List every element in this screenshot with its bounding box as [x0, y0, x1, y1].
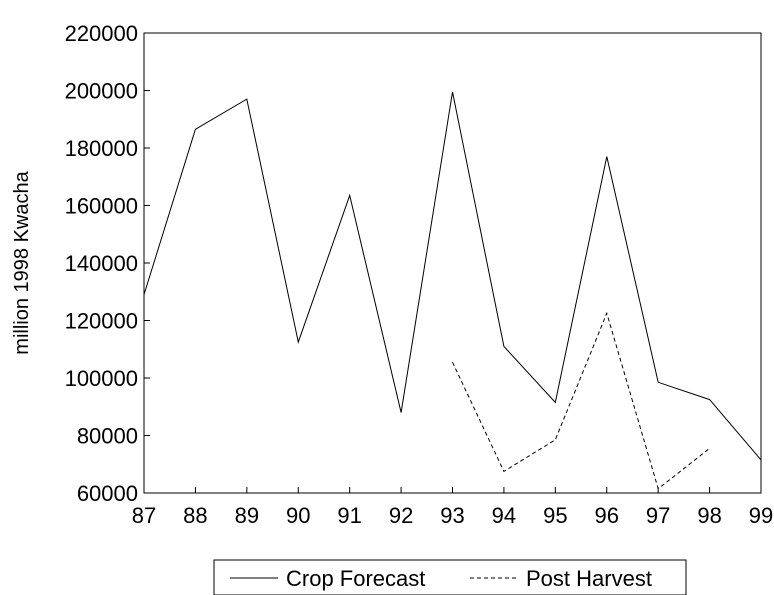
- x-tick-label: 90: [286, 503, 310, 528]
- x-tick-label: 94: [492, 503, 516, 528]
- y-tick-label: 220000: [65, 21, 138, 46]
- series-line-crop-forecast: [143, 91, 762, 461]
- y-tick-label: 200000: [65, 79, 138, 104]
- plot-area: [143, 32, 762, 494]
- x-tick-label: 95: [543, 503, 567, 528]
- y-tick-label: 80000: [77, 424, 138, 449]
- x-tick-label: 88: [183, 503, 207, 528]
- x-tick-label: 91: [337, 503, 361, 528]
- series-layer: [143, 91, 762, 490]
- x-tick-label: 89: [235, 503, 259, 528]
- y-tick-label: 140000: [65, 251, 138, 276]
- y-tick-label: 120000: [65, 309, 138, 334]
- x-tick-label: 96: [595, 503, 619, 528]
- y-axis-title: million 1998 Kwacha: [11, 170, 33, 354]
- legend-label-post-harvest: Post Harvest: [526, 566, 652, 591]
- y-tick-label: 100000: [65, 366, 138, 391]
- x-tick-label: 92: [389, 503, 413, 528]
- x-tick-label: 99: [749, 503, 773, 528]
- x-tick-label: 98: [697, 503, 721, 528]
- y-tick-label: 160000: [65, 194, 138, 219]
- legend: Crop Forecast Post Harvest: [213, 559, 687, 595]
- legend-label-crop-forecast: Crop Forecast: [286, 566, 425, 591]
- x-tick-label: 87: [132, 503, 156, 528]
- y-tick-label: 180000: [65, 136, 138, 161]
- y-axis: 60000 80000 100000 120000 140000 160000 180000…: [65, 21, 150, 506]
- y-tick-label: 60000: [77, 481, 138, 506]
- legend-box: [213, 559, 687, 595]
- x-tick-label: 93: [440, 503, 464, 528]
- x-tick-label: 97: [646, 503, 670, 528]
- series-line-post-harvest: [452, 311, 710, 490]
- x-axis: 87 88 89 90 91 92 93 94 95 96 97 98 99: [132, 487, 773, 528]
